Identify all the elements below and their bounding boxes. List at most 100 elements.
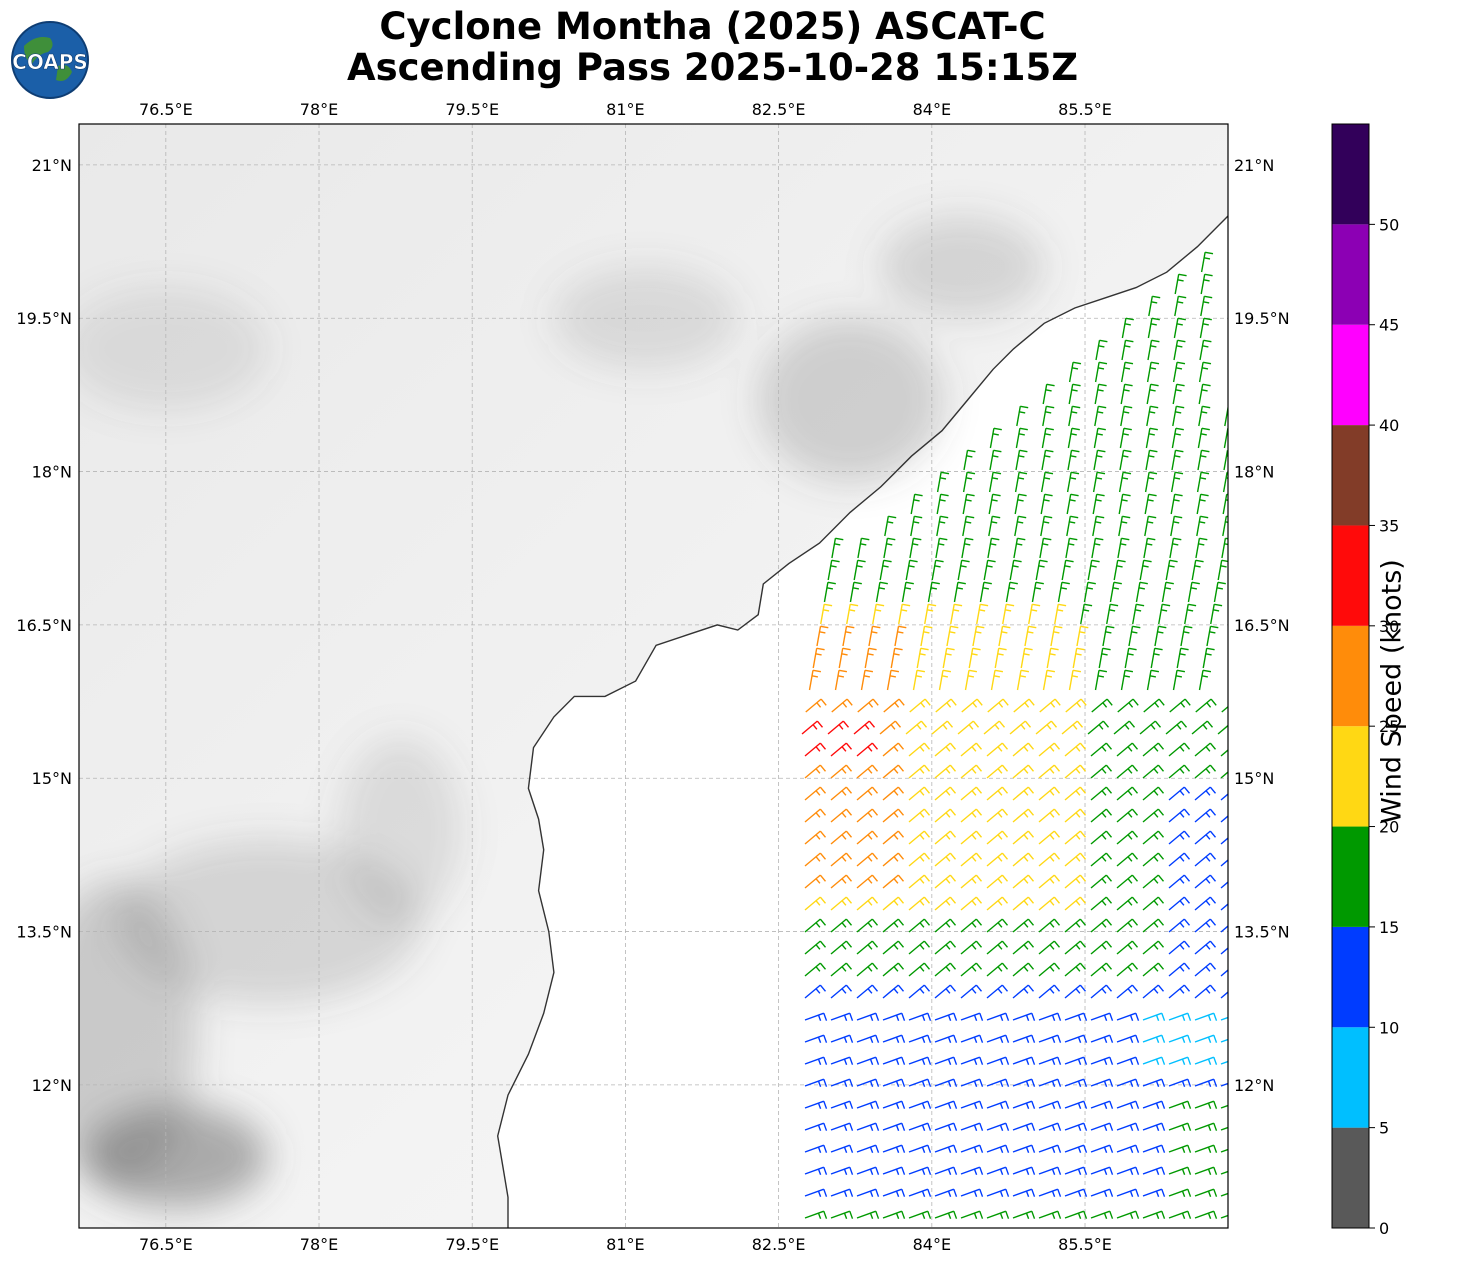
barb-flag (1153, 856, 1159, 862)
wind-barb (1064, 1144, 1088, 1153)
barb-flag (950, 625, 959, 629)
barb-flag (1023, 790, 1029, 796)
barb-flag (841, 878, 847, 884)
barb-flag (871, 808, 879, 816)
barb-staff (1198, 362, 1204, 383)
barb-flag (1053, 918, 1061, 926)
barb-staff (1093, 450, 1099, 471)
barb-staff (812, 648, 818, 669)
barb-staff (1144, 494, 1150, 515)
barb-flag (1101, 944, 1107, 950)
barb-flag (1079, 874, 1087, 882)
barb-flag (897, 940, 905, 948)
barb-flag (953, 1012, 958, 1021)
barb-flag (1128, 702, 1134, 708)
barb-flag (817, 1014, 822, 1021)
barb-staff (1090, 1012, 1111, 1021)
barb-flag (949, 764, 957, 772)
barb-staff (1012, 1188, 1033, 1197)
barb-staff (1064, 1012, 1085, 1021)
wind-barb (960, 896, 983, 911)
barb-flag (1235, 1169, 1237, 1175)
barb-flag (871, 786, 879, 794)
wind-barb (1220, 1016, 1228, 1021)
barb-flag (1225, 477, 1228, 479)
barb-staff (1106, 604, 1111, 625)
barb-flag (1209, 984, 1217, 992)
wind-barb (1012, 830, 1035, 845)
barb-flag (872, 698, 879, 706)
barb-flag (1017, 477, 1025, 480)
barb-flag (1225, 537, 1228, 540)
barb-flag (1025, 1014, 1030, 1021)
barb-staff (960, 1122, 981, 1131)
barb-flag (843, 1124, 848, 1131)
barb-staff (1064, 962, 1081, 977)
barb-flag (1175, 449, 1184, 453)
barb-staff (1117, 698, 1134, 713)
barb-staff (804, 1012, 825, 1021)
barb-flag (894, 720, 902, 728)
wind-barb (908, 1100, 932, 1109)
barb-flag (1057, 1078, 1062, 1087)
barb-staff (1132, 604, 1137, 625)
barb-staff (960, 874, 977, 889)
barb-flag (895, 1190, 900, 1197)
wind-barb (882, 984, 905, 999)
barb-staff (960, 1166, 981, 1175)
wind-barb (1168, 1100, 1192, 1109)
barb-flag (1161, 1166, 1166, 1175)
barb-flag (979, 1100, 984, 1109)
barb-staff (1094, 670, 1100, 691)
barb-staff (986, 1012, 1007, 1021)
barb-staff (890, 648, 896, 669)
wind-barb (934, 1122, 958, 1131)
barb-flag (1131, 896, 1139, 904)
barb-staff (1220, 1214, 1228, 1219)
barb-flag (1150, 361, 1160, 365)
barb-staff (1012, 1012, 1033, 1021)
barb-flag (868, 702, 874, 708)
barb-flag (1175, 389, 1182, 392)
wind-barb (1220, 1082, 1228, 1087)
barb-staff (1194, 1100, 1215, 1109)
wind-barb (1139, 559, 1152, 581)
wind-barb (1113, 720, 1136, 735)
barb-staff (1094, 384, 1100, 405)
barb-flag (849, 1188, 854, 1197)
barb-flag (973, 1190, 978, 1197)
barb-staff (882, 918, 899, 933)
barb-flag (841, 653, 848, 656)
barb-flag (966, 471, 976, 475)
barb-staff (931, 720, 948, 735)
barb-flag (927, 1122, 932, 1131)
barb-staff (1012, 874, 1029, 889)
wind-barb (924, 603, 937, 625)
barb-flag (1005, 1100, 1010, 1109)
barb-flag (1005, 1210, 1010, 1219)
barb-flag (1075, 944, 1081, 950)
wind-barb (1038, 874, 1061, 889)
wind-barb (856, 1210, 880, 1219)
lon-tick-label: 82.5°E (752, 100, 806, 119)
barb-flag (930, 587, 938, 590)
barb-staff (1168, 764, 1185, 779)
barb-staff (1012, 940, 1029, 955)
barb-flag (1072, 669, 1082, 673)
barb-flag (972, 647, 981, 651)
barb-staff (1005, 582, 1011, 603)
barb-staff (1038, 1122, 1059, 1131)
barb-staff (830, 1122, 851, 1131)
wind-barb (849, 581, 862, 603)
wind-barb (989, 449, 1002, 471)
barb-staff (1016, 406, 1021, 427)
barb-flag (1175, 675, 1183, 678)
wind-barb (883, 698, 905, 713)
barb-staff (931, 560, 937, 581)
barb-staff (1168, 940, 1185, 955)
barb-staff (853, 720, 870, 735)
barb-flag (1153, 966, 1159, 972)
barb-flag (1023, 653, 1030, 656)
wind-barb (1148, 295, 1161, 317)
barb-staff (1197, 450, 1203, 471)
